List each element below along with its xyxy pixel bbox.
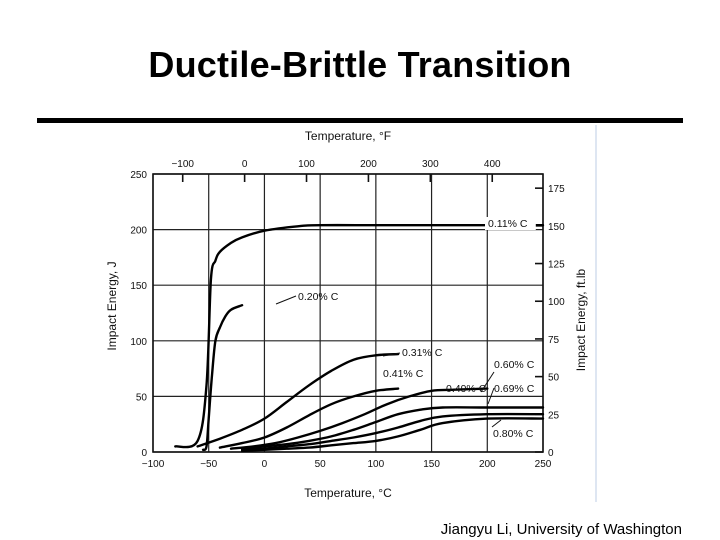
y-tick-label: 0 [141,448,147,459]
y-axis-title-right: Impact Energy, ft.lb [574,268,588,371]
right-tick-label: 50 [548,373,560,384]
right-tick-label: 0 [548,448,554,459]
x-tick-label: 250 [535,459,552,470]
series-label-5: 0.49% C [446,383,487,395]
series-label-7: 0.69% C [494,383,535,395]
x-tick-label: 200 [479,459,496,470]
y-axis-title: Impact Energy, J [105,261,119,350]
top-tick-label: −100 [171,159,194,170]
series-line-2 [201,304,244,452]
x-axis-title-top: Temperature, °F [305,129,391,143]
series-label-1: 0.11% C [488,218,528,230]
right-tick-label: 125 [548,260,565,271]
series-leader-line [480,371,495,393]
x-tick-label: −50 [200,459,217,470]
y-tick-label: 100 [130,337,147,348]
slide-title: Ductile-Brittle Transition [148,44,572,85]
y-tick-label: 200 [130,226,147,237]
series-label-bg [380,367,431,380]
series-line-7 [240,412,545,451]
right-tick-label: 150 [548,222,565,233]
series-label-6: 0.60% C [494,359,535,371]
series-line-3 [196,352,400,448]
series-line-1 [174,223,545,449]
top-tick-label: 400 [484,159,501,170]
top-tick-label: 200 [360,159,377,170]
series-line-5 [229,387,489,450]
series-label-3: 0.31% C [402,347,443,359]
right-tick-label: 175 [548,184,565,195]
series-label-2: 0.20% C [298,291,339,303]
x-tick-label: 0 [262,459,268,470]
top-tick-label: 300 [422,159,439,170]
plot-frame [152,173,544,453]
right-tick-label: 100 [548,297,565,308]
footer-credit: Jiangyu Li, University of Washington [440,521,682,538]
series-line-4 [218,387,400,449]
right-tick-label: 75 [548,335,560,346]
series-line-8 [240,417,545,453]
series-line-6 [240,406,545,450]
x-tick-label: 50 [315,459,327,470]
top-tick-label: 100 [298,159,315,170]
series-label-4: 0.41% C [383,368,424,380]
series-leader-line [275,295,297,305]
y-tick-label: 150 [130,281,147,292]
title-divider [37,118,683,123]
series-label-bg [485,217,536,230]
x-tick-label: −100 [142,459,165,470]
series-leader-line [491,419,502,428]
x-tick-label: 100 [368,459,385,470]
right-tick-label: 25 [548,410,560,421]
x-axis-title: Temperature, °C [304,486,392,500]
y-tick-label: 50 [136,392,148,403]
y-tick-label: 250 [130,170,147,181]
series-leader-line [382,352,401,357]
series-label-bg [491,358,542,371]
top-tick-label: 0 [242,159,248,170]
series-leader-line [487,387,495,405]
x-tick-label: 150 [423,459,440,470]
series-label-8: 0.80% C [493,428,534,440]
